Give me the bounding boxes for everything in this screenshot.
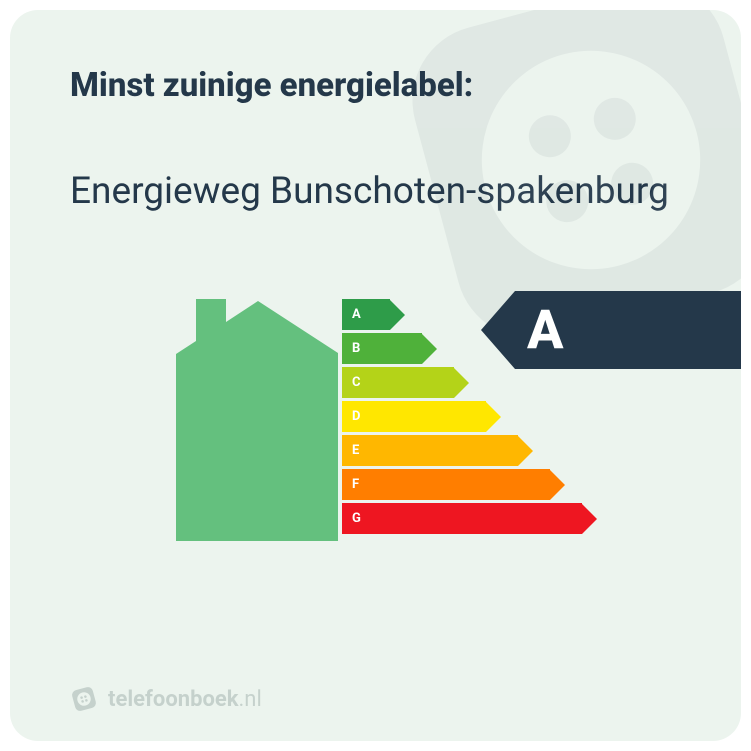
rating-badge: A bbox=[481, 291, 741, 369]
bar-label: B bbox=[342, 333, 422, 364]
energy-bar-d: D bbox=[342, 401, 597, 432]
bar-label: F bbox=[342, 469, 550, 500]
energy-bar-f: F bbox=[342, 469, 597, 500]
brand-name: telefoonboek bbox=[108, 687, 239, 712]
energy-bar-c: C bbox=[342, 367, 597, 398]
card-subtitle: Energieweg Bunschoten-spakenburg bbox=[70, 169, 681, 215]
energy-chart: ABCDEFG A bbox=[70, 285, 681, 575]
rating-letter: A bbox=[515, 291, 741, 369]
card-title: Minst zuinige energielabel: bbox=[70, 66, 681, 105]
bar-arrow-icon bbox=[550, 470, 565, 500]
bar-arrow-icon bbox=[582, 504, 597, 534]
house-icon bbox=[170, 295, 350, 555]
bar-label: A bbox=[342, 299, 390, 330]
energy-bar-e: E bbox=[342, 435, 597, 466]
energy-bar-g: G bbox=[342, 503, 597, 534]
bar-label: D bbox=[342, 401, 486, 432]
bar-arrow-icon bbox=[390, 300, 405, 330]
brand-text: telefoonboek.nl bbox=[108, 687, 262, 712]
bar-arrow-icon bbox=[454, 368, 469, 398]
brand-icon bbox=[70, 685, 98, 713]
energy-label-card: Minst zuinige energielabel: Energieweg B… bbox=[10, 10, 741, 741]
bar-arrow-icon bbox=[486, 402, 501, 432]
bar-arrow-icon bbox=[518, 436, 533, 466]
bar-label: E bbox=[342, 435, 518, 466]
bar-label: C bbox=[342, 367, 454, 398]
brand-tld: .nl bbox=[239, 687, 262, 712]
bar-arrow-icon bbox=[422, 334, 437, 364]
bar-label: G bbox=[342, 503, 582, 534]
footer-brand: telefoonboek.nl bbox=[70, 685, 262, 713]
